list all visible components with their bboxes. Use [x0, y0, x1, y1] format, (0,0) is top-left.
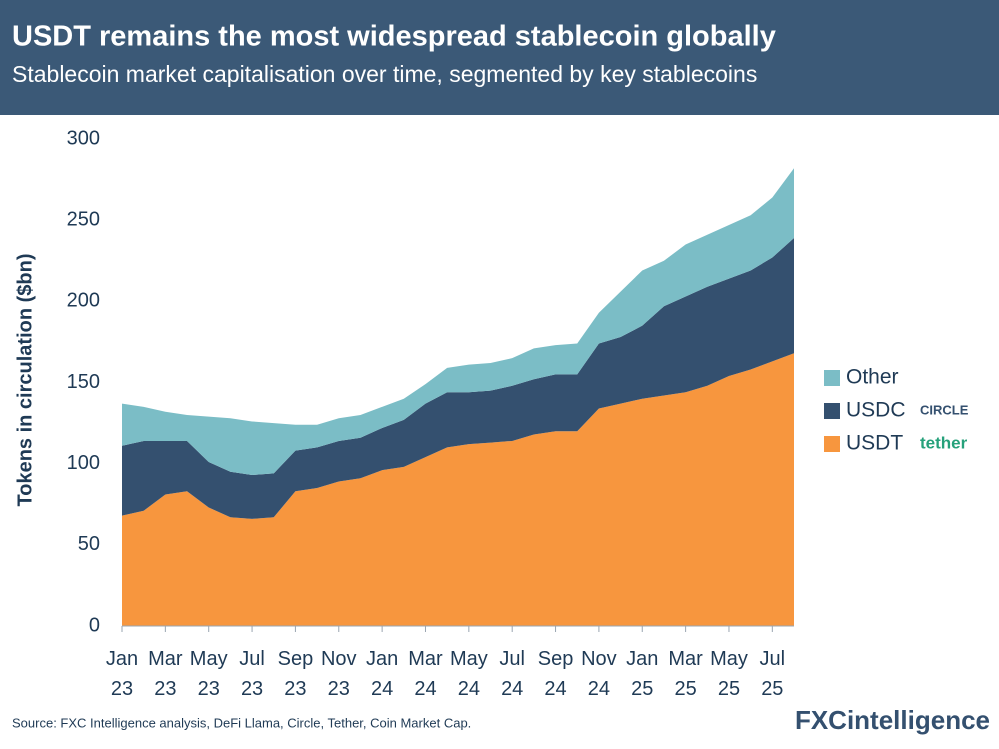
y-tick-label: 100	[67, 452, 100, 474]
y-tick-label: 50	[78, 533, 100, 555]
x-tick-label: Jul 23	[239, 648, 265, 700]
x-tick-label: Mar 24	[408, 648, 443, 700]
x-tick-label: May 24	[450, 648, 488, 700]
chart-title: USDT remains the most widespread stablec…	[12, 21, 776, 53]
legend-swatch	[824, 436, 840, 452]
legend-label: USDC	[846, 399, 906, 422]
x-tick-label: Sep 24	[538, 648, 574, 700]
legend-label: USDT	[846, 432, 903, 455]
x-tick-label: Jul 25	[760, 648, 786, 700]
x-tick-label: Jul 24	[499, 648, 525, 700]
x-tick-label: May 25	[710, 648, 748, 700]
y-tick-label: 150	[67, 371, 100, 393]
chart-subtitle: Stablecoin market capitalisation over ti…	[12, 61, 757, 87]
y-tick-label: 0	[89, 614, 100, 636]
x-tick-label: Nov 24	[581, 648, 617, 700]
brand: FXCintelligence	[795, 705, 990, 735]
source: Source: FXC Intelligence analysis, DeFi …	[12, 715, 471, 730]
y-tick-label: 300	[67, 127, 100, 149]
y-tick-label: 200	[67, 290, 100, 312]
x-tick-label: Jan 24	[366, 648, 398, 700]
x-tick-label: Jan 23	[106, 648, 138, 700]
x-tick-label: Jan 25	[626, 648, 658, 700]
area	[122, 353, 794, 626]
area	[122, 238, 794, 519]
legend-logo: CIRCLE	[920, 402, 969, 417]
y-tick-label: 250	[67, 208, 100, 230]
header-bar	[0, 0, 999, 115]
x-tick-label: Mar 23	[148, 648, 183, 700]
y-axis-label: Tokens in circulation ($bn)	[14, 254, 36, 507]
legend-label: Other	[846, 366, 899, 389]
x-tick-label: Sep 23	[278, 648, 314, 700]
x-tick-label: Nov 23	[321, 648, 357, 700]
x-tick-label: Mar 25	[668, 648, 703, 700]
legend-swatch	[824, 370, 840, 386]
legend-swatch	[824, 403, 840, 419]
legend-logo: tether	[920, 433, 968, 452]
x-tick-label: May 23	[190, 648, 228, 700]
